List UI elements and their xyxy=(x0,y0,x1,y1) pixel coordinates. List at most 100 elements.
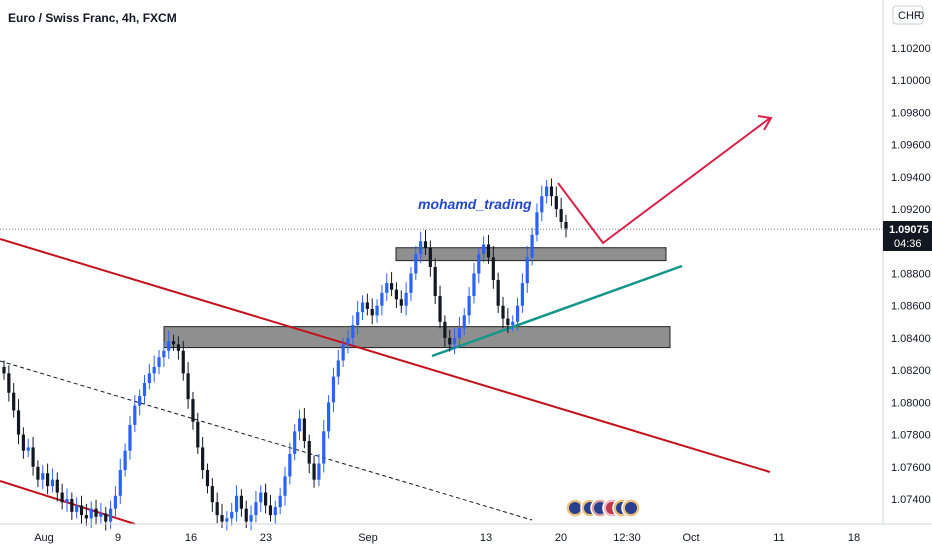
dashed-channel-line xyxy=(0,360,533,521)
y-tick-label-7: 1.08600 xyxy=(891,301,931,313)
candle-2 xyxy=(12,383,16,418)
candle-92 xyxy=(448,329,452,352)
candles xyxy=(2,178,568,531)
candle-110 xyxy=(535,203,539,242)
candle-41 xyxy=(201,436,205,479)
currency-badge[interactable] xyxy=(892,5,924,25)
current-price-box xyxy=(883,221,932,251)
price-axis[interactable]: CHF 0 1.10200 1.10000 1.09800 1.09600 1.0940… xyxy=(882,0,932,524)
projection-path xyxy=(557,117,771,245)
candle-116 xyxy=(564,214,568,238)
candle-96 xyxy=(467,287,471,325)
candle-20 xyxy=(99,503,103,524)
y-tick-label-4: 1.09400 xyxy=(891,172,931,184)
lower-trend-line xyxy=(0,480,136,525)
candle-39 xyxy=(191,391,195,430)
candle-17 xyxy=(84,503,88,526)
candle-87 xyxy=(423,230,428,255)
y-tick-labels: 1.10200 1.10000 1.09800 1.09600 1.09400 1.092… xyxy=(891,43,931,506)
candle-28 xyxy=(138,389,142,416)
countdown-label: 04:36 xyxy=(894,238,922,250)
candle-56 xyxy=(273,500,277,524)
candle-74 xyxy=(360,295,365,321)
candle-91 xyxy=(443,315,447,347)
candle-94 xyxy=(457,316,462,346)
candle-48 xyxy=(234,485,239,522)
y-tick-label-8: 1.08400 xyxy=(891,333,931,345)
y-tick-label-1: 1.10000 xyxy=(891,75,931,87)
candle-61 xyxy=(297,409,302,441)
candle-97 xyxy=(472,263,476,304)
x-tick-label-4: Sep xyxy=(358,532,378,544)
candle-58 xyxy=(283,466,287,506)
candle-88 xyxy=(428,240,432,277)
candle-104 xyxy=(506,308,510,334)
candle-98 xyxy=(477,247,481,284)
candle-63 xyxy=(307,434,311,474)
x-tick-label-2: 16 xyxy=(185,532,197,544)
candle-86 xyxy=(419,231,423,264)
candle-33 xyxy=(162,341,166,367)
candle-40 xyxy=(196,412,200,454)
y-tick-label-0: 1.10200 xyxy=(891,43,931,55)
candle-67 xyxy=(327,395,331,439)
candle-43 xyxy=(210,478,214,512)
currency-suffix: 0 xyxy=(918,10,924,22)
candle-30 xyxy=(147,363,151,390)
candle-53 xyxy=(259,485,263,512)
event-icon-5[interactable] xyxy=(621,498,641,518)
candle-7 xyxy=(36,460,40,487)
candle-37 xyxy=(181,341,185,381)
candle-78 xyxy=(380,284,384,316)
candle-25 xyxy=(123,443,127,477)
candle-16 xyxy=(79,495,84,524)
candle-106 xyxy=(515,297,520,331)
candle-14 xyxy=(70,492,74,520)
candle-8 xyxy=(41,465,45,490)
trend-lines xyxy=(0,115,883,525)
candle-42 xyxy=(205,463,210,494)
candle-44 xyxy=(215,492,219,524)
candle-11 xyxy=(55,472,59,502)
candle-51 xyxy=(249,505,253,531)
candle-68 xyxy=(331,367,336,413)
candle-108 xyxy=(525,246,529,293)
time-axis[interactable]: Aug 9 16 23 Sep 13 20 12:30 Oct 11 18 xyxy=(0,523,932,544)
candle-69 xyxy=(336,350,340,385)
candle-90 xyxy=(438,285,442,329)
candle-93 xyxy=(452,328,457,355)
candle-101 xyxy=(491,246,495,289)
candle-4 xyxy=(21,427,25,459)
candle-85 xyxy=(414,246,418,280)
candle-115 xyxy=(559,197,563,229)
candle-103 xyxy=(501,296,505,329)
economic-events-icons[interactable] xyxy=(565,498,641,518)
ascending-trend-line xyxy=(431,264,683,358)
candle-82 xyxy=(399,290,403,313)
y-tick-label-9: 1.08200 xyxy=(891,365,931,377)
y-tick-label-12: 1.07600 xyxy=(891,462,931,474)
candle-12 xyxy=(60,483,64,510)
candle-59 xyxy=(288,442,292,485)
candle-66 xyxy=(322,420,326,473)
candle-34 xyxy=(167,330,171,359)
candle-3 xyxy=(16,399,21,445)
candle-79 xyxy=(385,273,389,301)
candle-81 xyxy=(394,282,399,309)
candle-52 xyxy=(254,490,258,523)
candle-49 xyxy=(239,489,243,517)
candle-15 xyxy=(75,497,79,519)
candle-27 xyxy=(133,395,137,433)
candle-9 xyxy=(46,463,50,495)
candle-105 xyxy=(511,315,515,332)
candle-112 xyxy=(545,180,549,204)
projection-arrowhead xyxy=(757,115,773,131)
candle-73 xyxy=(356,300,360,335)
y-tick-label-2: 1.09800 xyxy=(891,107,931,119)
x-tick-label-7: 12:30 xyxy=(613,532,641,544)
candle-38 xyxy=(186,362,190,409)
x-tick-label-3: 23 xyxy=(260,532,272,544)
candle-32 xyxy=(157,350,161,375)
candle-29 xyxy=(142,374,147,404)
